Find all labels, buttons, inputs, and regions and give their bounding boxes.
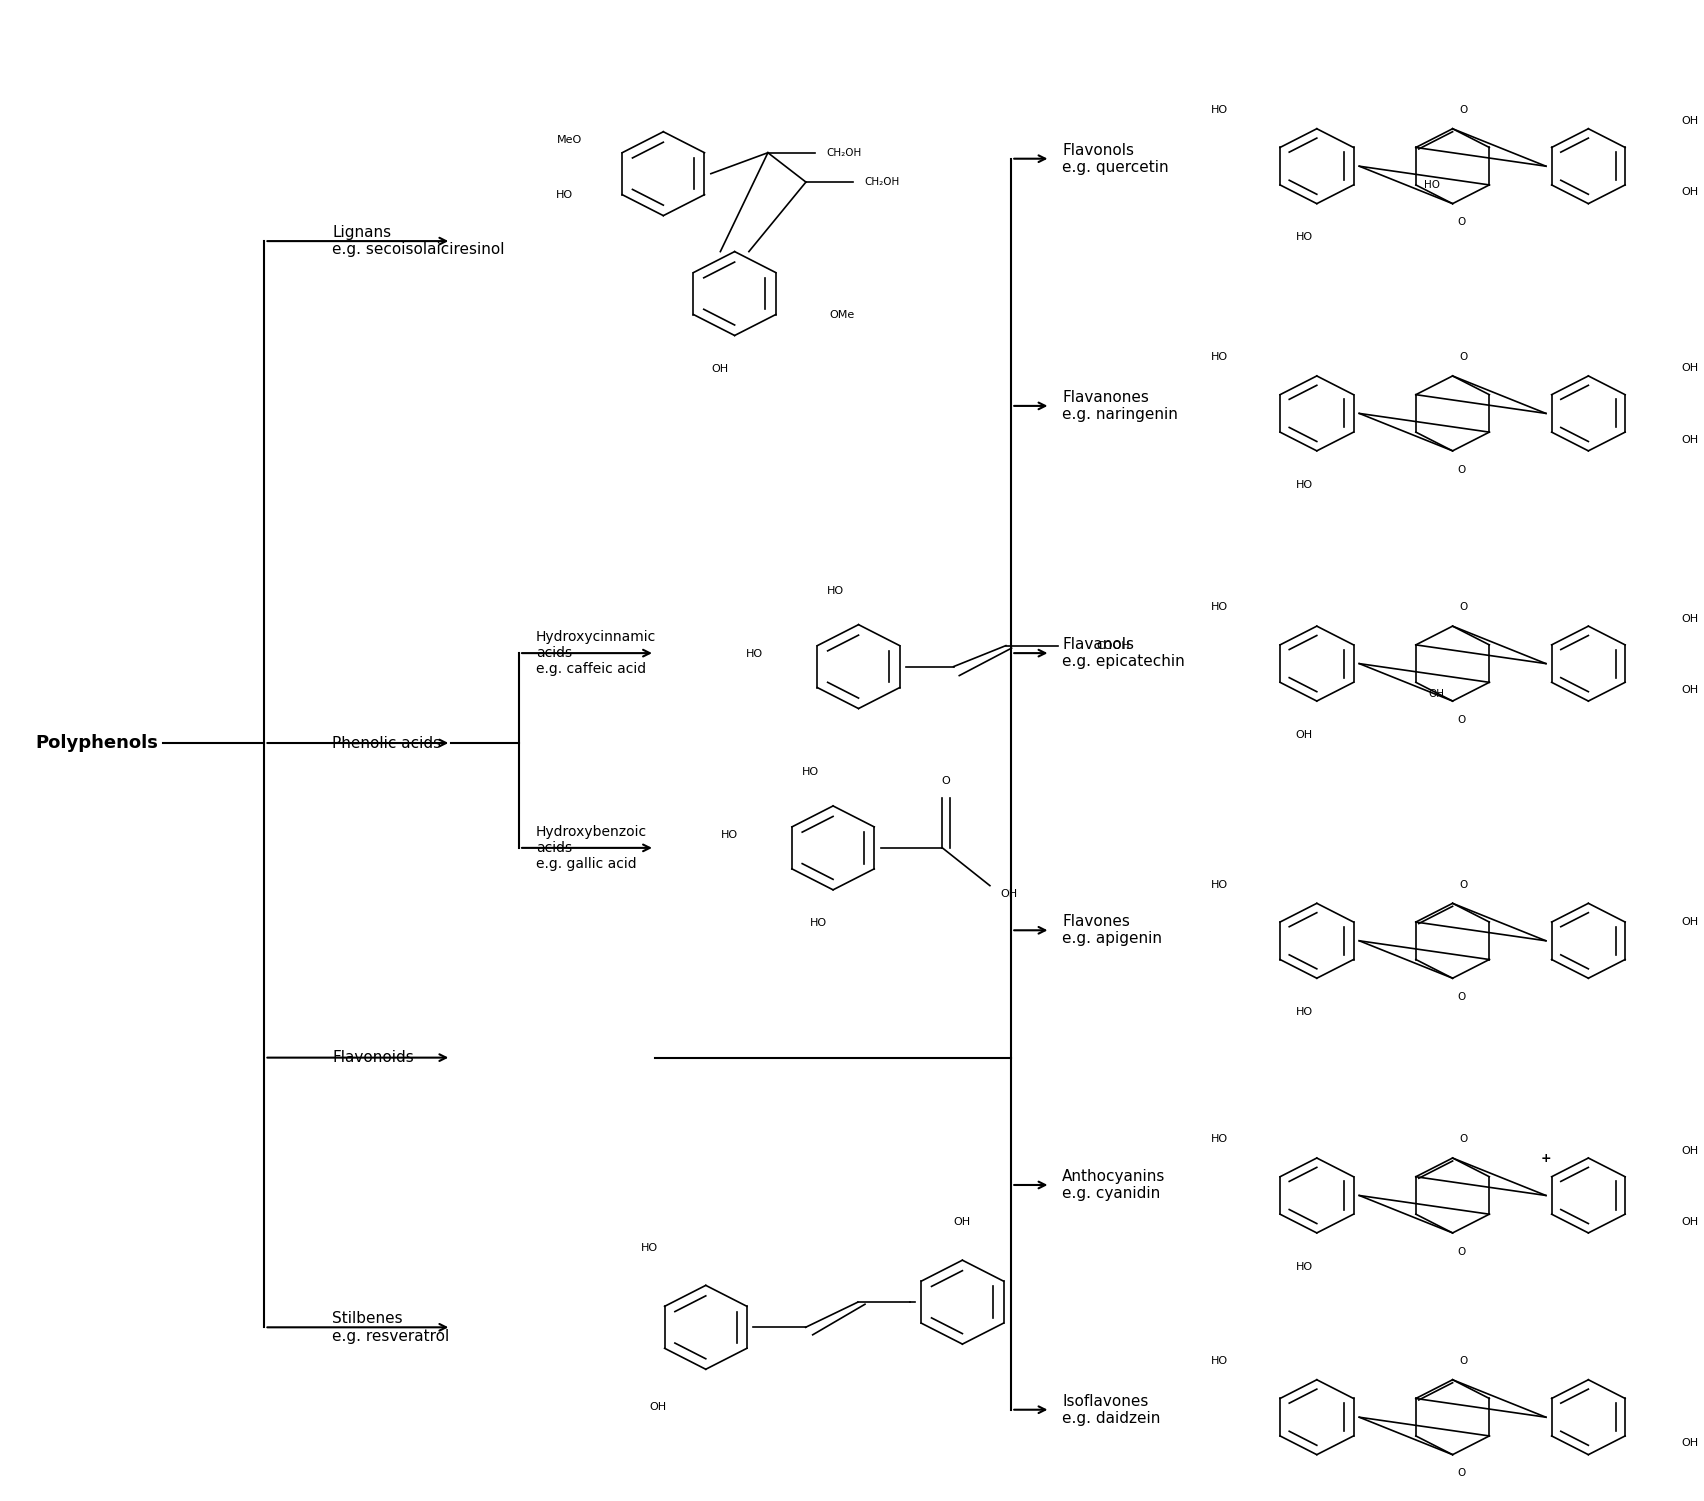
Text: Flavones
e.g. apigenin: Flavones e.g. apigenin (1062, 914, 1162, 947)
Text: Hydroxycinnamic
acids
e.g. caffeic acid: Hydroxycinnamic acids e.g. caffeic acid (537, 630, 656, 677)
Text: OH: OH (1295, 729, 1312, 740)
Text: O: O (941, 776, 951, 785)
Text: OH: OH (1682, 188, 1699, 198)
Text: O: O (1457, 1468, 1465, 1478)
Text: HO: HO (1210, 1135, 1227, 1144)
Text: COOH: COOH (1096, 641, 1130, 650)
Text: HO: HO (721, 830, 738, 841)
Text: HO: HO (1295, 479, 1312, 489)
Text: Polyphenols: Polyphenols (36, 734, 158, 752)
Text: Isoflavones
e.g. daidzein: Isoflavones e.g. daidzein (1062, 1393, 1160, 1426)
Text: OH: OH (1000, 889, 1017, 899)
Text: OH: OH (712, 365, 729, 374)
Text: Hydroxybenzoic
acids
e.g. gallic acid: Hydroxybenzoic acids e.g. gallic acid (537, 824, 648, 871)
Text: O: O (1457, 714, 1465, 725)
Text: Anthocyanins
e.g. cyanidin: Anthocyanins e.g. cyanidin (1062, 1169, 1166, 1201)
Text: HO: HO (809, 919, 828, 929)
Text: HO: HO (801, 767, 820, 778)
Text: OH: OH (1682, 614, 1699, 623)
Text: HO: HO (746, 648, 763, 659)
Text: OMe: OMe (830, 309, 855, 320)
Text: Phenolic acids: Phenolic acids (332, 735, 441, 750)
Text: O: O (1457, 992, 1465, 1003)
Text: O: O (1459, 880, 1467, 890)
Text: HO: HO (1295, 1262, 1312, 1271)
Text: OH: OH (649, 1402, 666, 1412)
Text: O: O (1457, 218, 1465, 227)
Text: HO: HO (1295, 233, 1312, 242)
Text: HO: HO (556, 189, 573, 200)
Text: O: O (1459, 105, 1467, 116)
Text: OH: OH (1682, 684, 1699, 695)
Text: OH: OH (1682, 1217, 1699, 1226)
Text: O: O (1457, 1247, 1465, 1256)
Text: +: + (1540, 1151, 1551, 1165)
Text: Flavanols
e.g. epicatechin: Flavanols e.g. epicatechin (1062, 636, 1184, 669)
Text: Lignans
e.g. secoisolaiciresinol: Lignans e.g. secoisolaiciresinol (332, 225, 504, 257)
Text: OH: OH (1682, 1438, 1699, 1448)
Text: OH: OH (954, 1217, 971, 1228)
Text: Flavonols
e.g. quercetin: Flavonols e.g. quercetin (1062, 143, 1169, 176)
Text: CH₂OH: CH₂OH (864, 177, 900, 188)
Text: HO: HO (1425, 180, 1440, 191)
Text: O: O (1457, 465, 1465, 474)
Text: O: O (1459, 353, 1467, 362)
Text: OH: OH (1428, 689, 1443, 698)
Text: OH: OH (1682, 1145, 1699, 1156)
Text: CH₂OH: CH₂OH (826, 147, 862, 158)
Text: O: O (1459, 1135, 1467, 1144)
Text: OH: OH (1682, 116, 1699, 126)
Text: OH: OH (1682, 435, 1699, 444)
Text: O: O (1459, 1355, 1467, 1366)
Text: Flavonoids: Flavonoids (332, 1051, 414, 1066)
Text: Stilbenes
e.g. resveratrol: Stilbenes e.g. resveratrol (332, 1310, 450, 1343)
Text: OH: OH (1682, 363, 1699, 374)
Text: HO: HO (826, 585, 843, 596)
Text: Flavanones
e.g. naringenin: Flavanones e.g. naringenin (1062, 390, 1177, 422)
Text: HO: HO (1210, 1355, 1227, 1366)
Text: MeO: MeO (557, 135, 583, 146)
Text: HO: HO (1210, 105, 1227, 116)
Text: HO: HO (1210, 880, 1227, 890)
Text: OH: OH (1682, 917, 1699, 928)
Text: HO: HO (641, 1243, 658, 1253)
Text: HO: HO (1295, 1007, 1312, 1018)
Text: O: O (1459, 602, 1467, 612)
Text: HO: HO (1210, 353, 1227, 362)
Text: HO: HO (1210, 602, 1227, 612)
